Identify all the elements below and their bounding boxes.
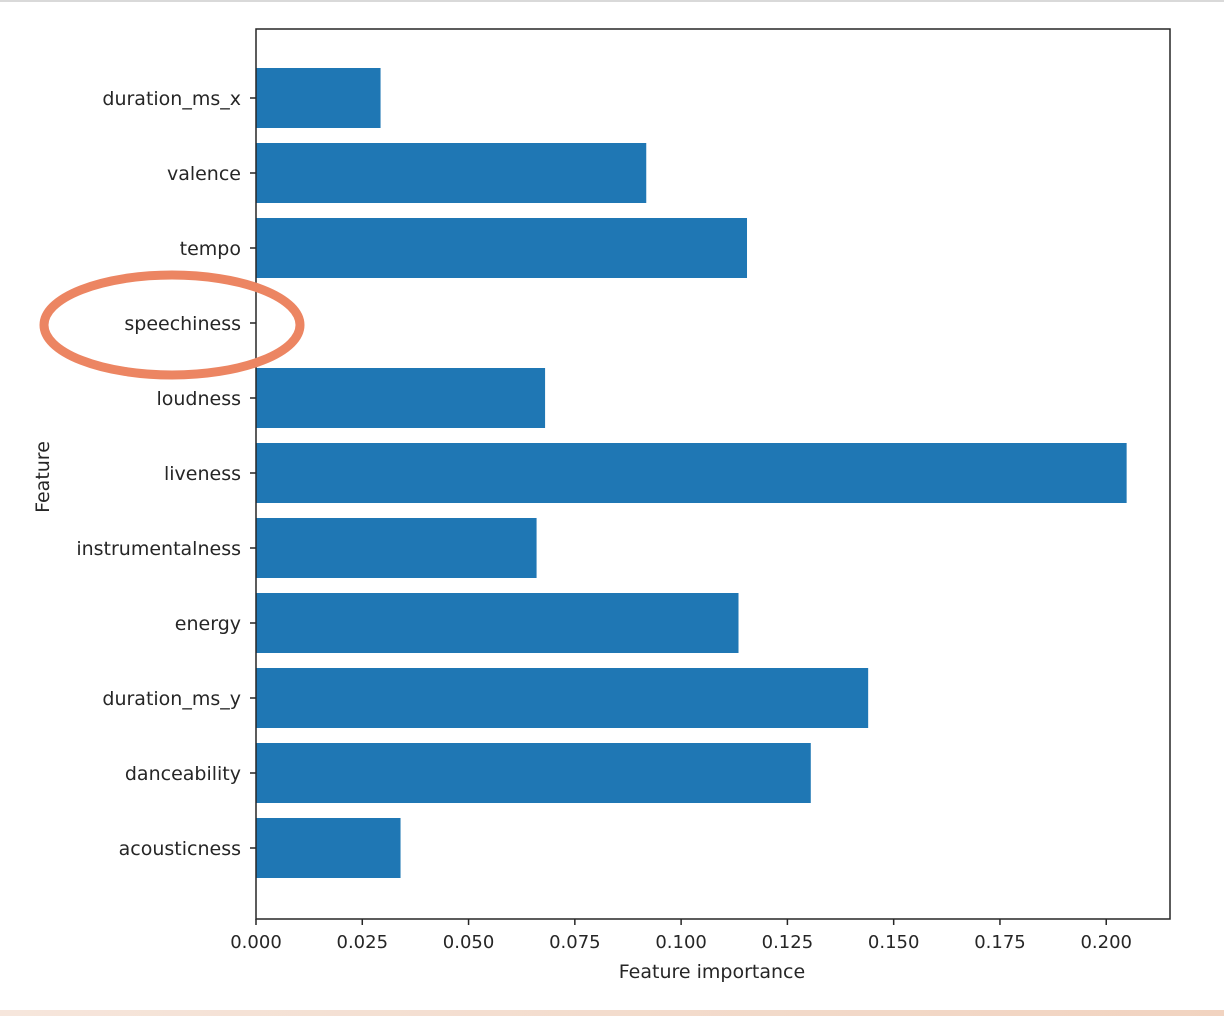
plot-frame bbox=[255, 28, 1171, 920]
x-tick-label: 0.050 bbox=[443, 932, 495, 953]
x-tick-label: 0.000 bbox=[230, 932, 282, 953]
y-tick-label-loudness: loudness bbox=[156, 388, 241, 410]
x-tick-label: 0.075 bbox=[549, 932, 601, 953]
y-tick-label-speechiness: speechiness bbox=[124, 313, 241, 335]
bar-valence bbox=[256, 143, 647, 203]
bottom-decorative-band bbox=[0, 1010, 1224, 1016]
bar-liveness bbox=[256, 443, 1127, 503]
bar-duration-ms-y bbox=[256, 668, 869, 728]
x-tick-label: 0.150 bbox=[868, 932, 920, 953]
y-tick-label-tempo: tempo bbox=[180, 238, 241, 260]
y-tick-label-duration-ms-y: duration_ms_y bbox=[102, 688, 241, 710]
y-tick-label-instrumentalness: instrumentalness bbox=[76, 538, 241, 560]
top-divider bbox=[0, 0, 1224, 2]
bar-loudness bbox=[256, 368, 546, 428]
y-tick-label-danceability: danceability bbox=[125, 763, 241, 785]
y-tick-label-acousticness: acousticness bbox=[119, 838, 241, 860]
highlight-ellipse-speechiness bbox=[39, 270, 305, 380]
y-tick-label-energy: energy bbox=[175, 613, 241, 635]
bar-instrumentalness bbox=[256, 518, 537, 578]
y-tick-label-duration-ms-x: duration_ms_x bbox=[102, 88, 241, 110]
y-tick-label-valence: valence bbox=[167, 163, 241, 185]
x-tick-label: 0.200 bbox=[1080, 932, 1132, 953]
y-tick-label-liveness: liveness bbox=[164, 463, 241, 485]
bar-energy bbox=[256, 593, 739, 653]
bar-danceability bbox=[256, 743, 811, 803]
x-tick-label: 0.125 bbox=[762, 932, 814, 953]
bar-acousticness bbox=[256, 818, 401, 878]
x-axis-ticks: 0.000 0.025 0.050 0.075 0.100 0.125 0.150 0.175… bbox=[230, 919, 1132, 953]
bar-tempo bbox=[256, 218, 748, 278]
x-tick-label: 0.100 bbox=[655, 932, 707, 953]
bar-duration-ms-x bbox=[256, 68, 381, 128]
y-axis-ticks: acousticness danceability duration_ms_y ene… bbox=[76, 88, 256, 860]
x-tick-label: 0.025 bbox=[337, 932, 389, 953]
x-tick-label: 0.175 bbox=[974, 932, 1026, 953]
annotations-group bbox=[39, 270, 305, 380]
x-axis-label: Feature importance bbox=[619, 961, 805, 983]
y-axis-label: Feature bbox=[32, 441, 54, 513]
bars-group bbox=[256, 68, 1127, 878]
